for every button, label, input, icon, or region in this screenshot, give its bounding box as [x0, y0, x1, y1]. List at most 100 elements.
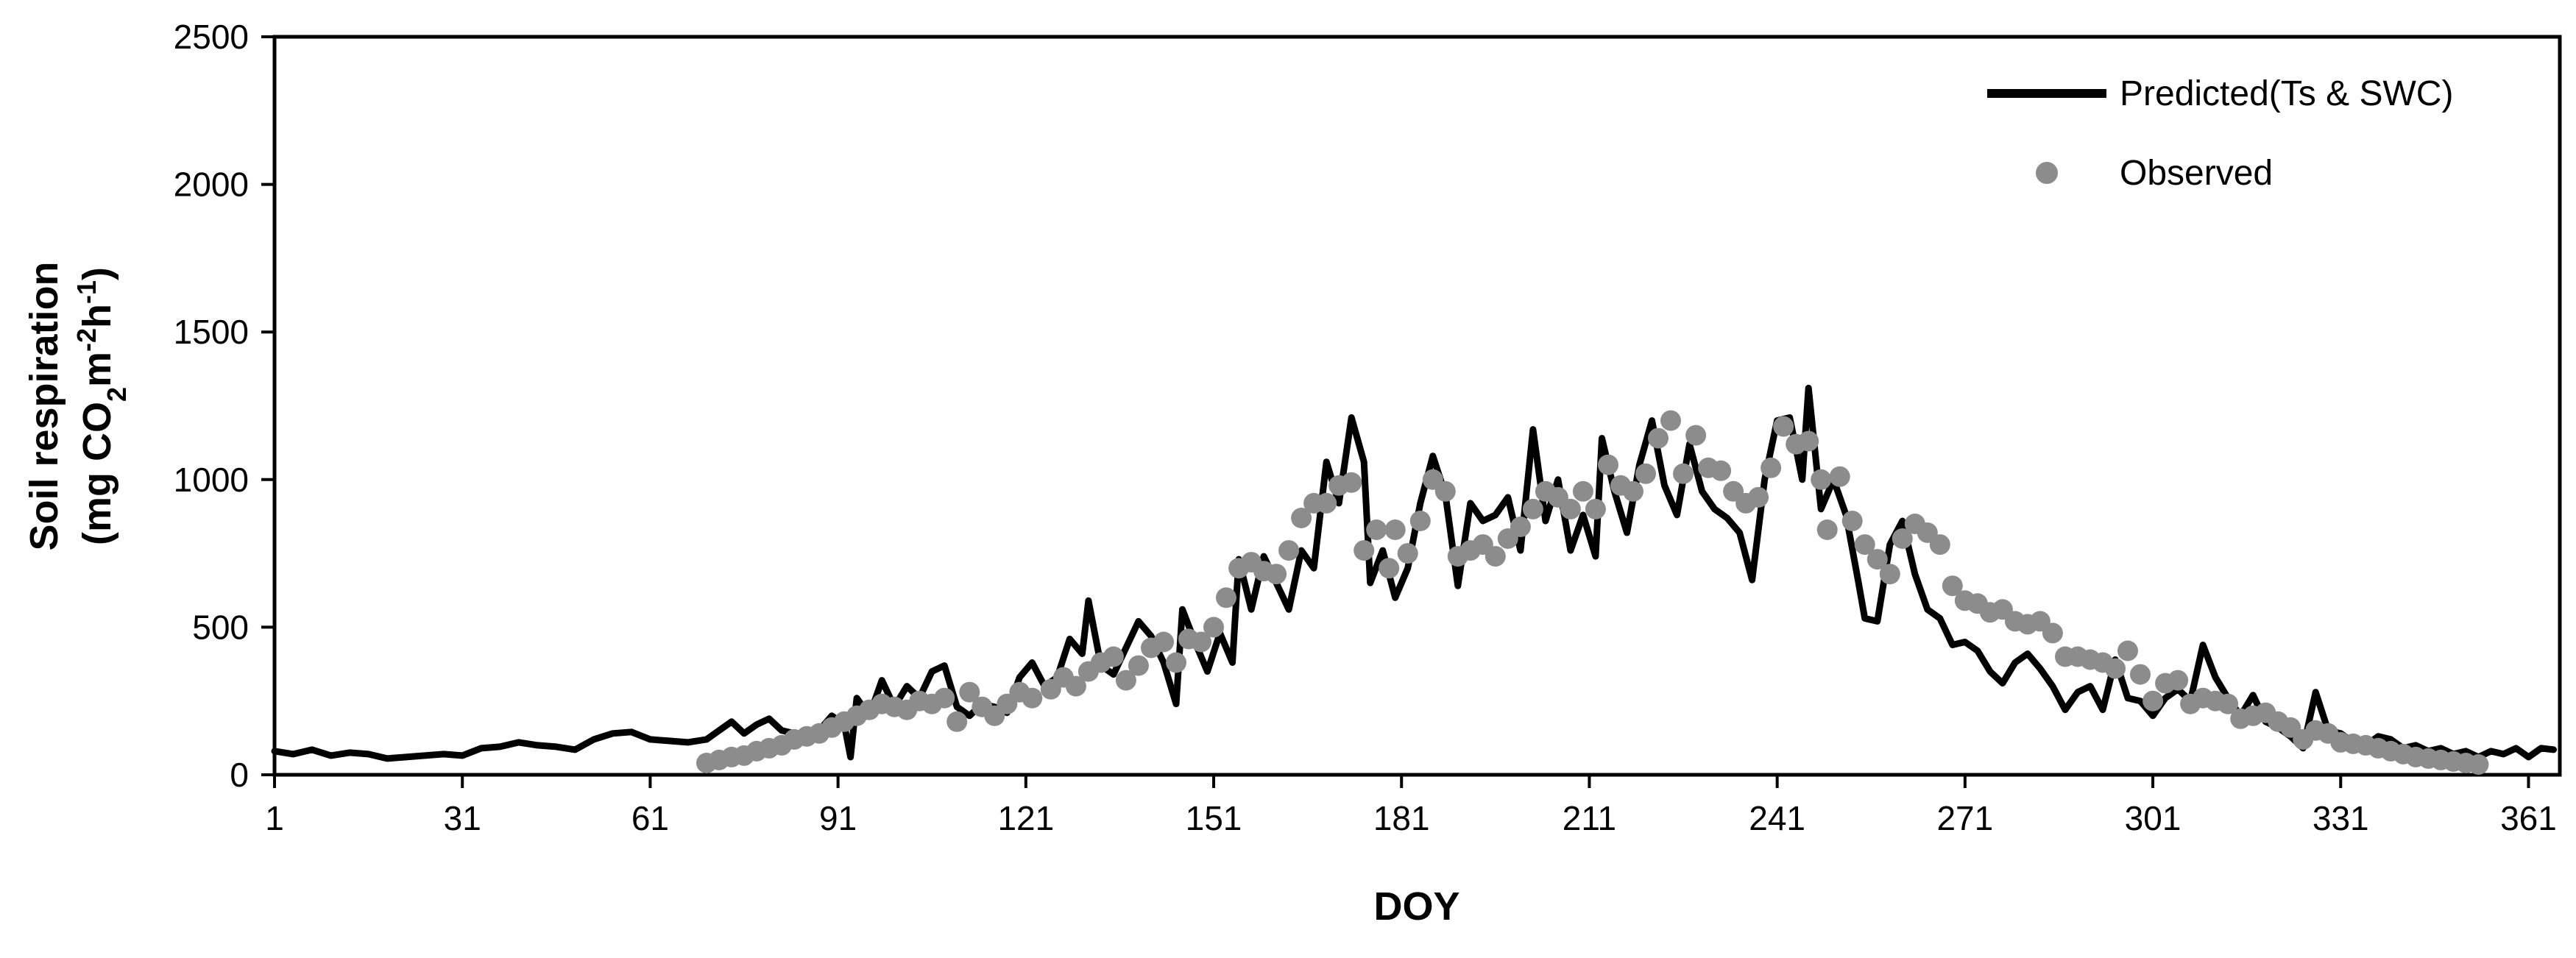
observed-point	[1216, 587, 1236, 608]
observed-point	[2130, 664, 2151, 685]
observed-point	[1572, 480, 1593, 502]
observed-point	[1585, 498, 1606, 519]
observed-point	[1397, 543, 1418, 564]
y-axis-title-line2: (mg CO2m-2h-1)	[71, 267, 132, 545]
observed-point	[1866, 549, 1888, 570]
observed-point	[1673, 463, 1694, 484]
observed-point	[1522, 498, 1543, 519]
x-tick-label: 241	[1749, 799, 1805, 837]
observed-point	[2105, 658, 2126, 679]
observed-point	[1153, 631, 1174, 653]
observed-point	[1635, 463, 1656, 484]
y-axis-title-suffix: )	[75, 267, 119, 280]
observed-point	[1685, 425, 1707, 446]
observed-point	[1203, 617, 1224, 638]
observed-point	[934, 687, 955, 709]
observed-point	[1128, 655, 1149, 676]
x-tick-label: 361	[2500, 799, 2557, 837]
observed-point	[2468, 754, 2489, 775]
x-tick-label: 271	[1936, 799, 1993, 837]
x-tick-label: 151	[1186, 799, 1242, 837]
observed-point	[1266, 564, 1287, 585]
y-axis-title-sub: 2	[102, 387, 132, 402]
x-tick-label: 181	[1373, 799, 1430, 837]
observed-point	[1409, 511, 1431, 531]
observed-point	[1660, 410, 1681, 431]
observed-point	[1648, 427, 1669, 449]
observed-point	[1841, 511, 1863, 531]
observed-point	[1166, 652, 1186, 673]
observed-point	[1854, 534, 1875, 556]
observed-point	[1829, 466, 1850, 487]
x-tick-label: 211	[1563, 799, 1616, 837]
legend-observed-marker	[2036, 162, 2058, 184]
y-tick-label: 2500	[174, 18, 249, 56]
observed-point	[1191, 631, 1211, 653]
observed-point	[2042, 622, 2063, 644]
observed-point	[2168, 670, 2189, 691]
observed-point	[1929, 534, 1950, 556]
observed-point	[959, 681, 980, 703]
legend: Predicted(Ts & SWC) Observed	[1987, 74, 2453, 193]
observed-point	[1811, 469, 1832, 490]
y-tick-label: 2000	[174, 166, 249, 204]
observed-point	[1366, 519, 1387, 540]
y-axis-title-line1: Soil respiration	[22, 261, 66, 550]
y-axis: 0 500 1000 1500 2000 2500	[174, 18, 275, 794]
observed-point	[2142, 690, 2164, 712]
observed-point	[1942, 575, 1963, 597]
observed-point	[1291, 508, 1312, 528]
observed-point	[1022, 687, 1043, 709]
legend-observed-label: Observed	[2120, 154, 2273, 193]
observed-point	[1761, 457, 1782, 478]
observed-point	[1341, 472, 1362, 493]
observed-point	[1434, 480, 1456, 502]
observed-point	[1510, 517, 1531, 537]
y-tick-label: 1500	[174, 313, 249, 351]
observed-point	[1748, 486, 1769, 508]
x-tick-label: 31	[444, 799, 481, 837]
y-tick-label: 0	[230, 756, 249, 794]
observed-point	[1773, 416, 1794, 437]
x-tick-label: 121	[997, 799, 1054, 837]
observed-point	[1065, 675, 1086, 697]
x-tick-label: 61	[631, 799, 669, 837]
y-axis-title-prefix: (mg CO	[75, 402, 119, 545]
observed-point	[1623, 480, 1643, 502]
y-tick-label: 1000	[174, 461, 249, 499]
observed-point	[1115, 670, 1136, 691]
observed-point	[946, 711, 968, 732]
observed-point	[1278, 540, 1300, 561]
observed-point	[1798, 430, 1819, 452]
y-axis-title-sup2: -1	[71, 280, 102, 304]
y-axis-title-sup1: -2	[71, 328, 102, 352]
x-tick-label: 1	[265, 799, 284, 837]
observed-point	[1103, 646, 1124, 667]
observed-point	[2117, 640, 2138, 661]
observed-point	[1316, 492, 1337, 514]
plot-frame	[272, 35, 2562, 777]
y-tick-label: 500	[192, 608, 249, 646]
x-tick-label: 331	[2313, 799, 2369, 837]
observed-point	[1354, 540, 1375, 561]
observed-point	[1879, 564, 1900, 585]
y-axis-title-mid: m	[75, 352, 119, 387]
observed-point	[1710, 460, 1732, 481]
y-axis-title-mid2: h	[75, 304, 119, 328]
observed-point	[1485, 546, 1506, 567]
x-tick-label: 301	[2125, 799, 2182, 837]
observed-point	[1598, 454, 1618, 475]
observed-point	[1379, 558, 1400, 579]
x-tick-label: 91	[819, 799, 857, 837]
legend-predicted-label: Predicted(Ts & SWC)	[2120, 74, 2453, 113]
observed-point	[1816, 519, 1838, 540]
x-axis-title: DOY	[1373, 884, 1459, 929]
observed-point	[1560, 498, 1581, 519]
observed-point	[1384, 519, 1406, 540]
observed-point	[2218, 693, 2239, 714]
x-axis: 1 31 61 91 121 151 181 211 241 271 301 331 361	[265, 775, 2557, 837]
observed-point	[1892, 528, 1913, 549]
y-axis-title: Soil respiration (mg CO2m-2h-1)	[22, 261, 132, 550]
series-layer	[271, 384, 2557, 775]
